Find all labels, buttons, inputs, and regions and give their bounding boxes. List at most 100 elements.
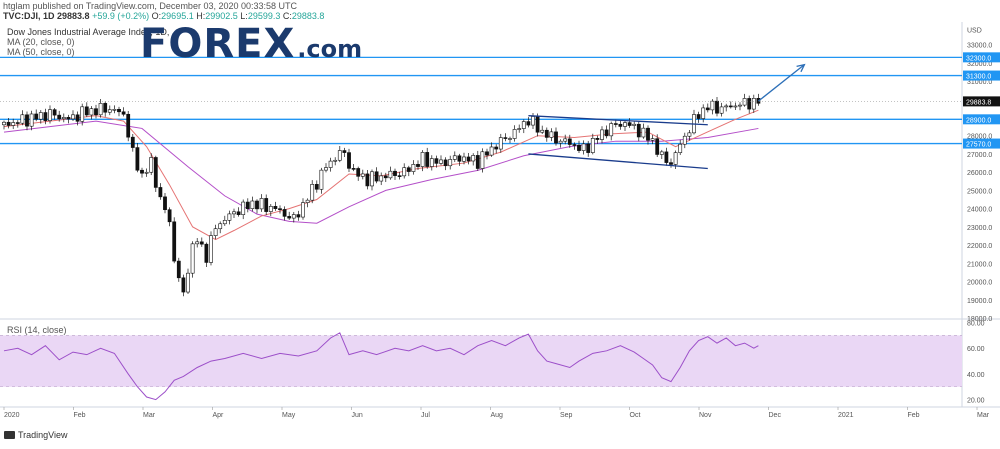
candle-body	[268, 206, 273, 212]
candle-body	[655, 138, 660, 155]
candle-body	[489, 146, 494, 156]
candle-body	[153, 157, 158, 188]
level-label: 28900.0	[966, 117, 991, 124]
candle-body	[241, 201, 246, 215]
y-tick-label: 22000.0	[967, 243, 992, 250]
candle-body	[186, 272, 190, 293]
rsi-tick-label: 20.00	[967, 398, 985, 405]
candle-body	[107, 109, 112, 113]
candle-body	[494, 146, 499, 150]
level-tag	[963, 70, 1000, 81]
candle-body	[540, 129, 545, 133]
y-tick-label: 25000.0	[967, 188, 992, 195]
publish-line: htglam published on TradingView.com, Dec…	[3, 1, 298, 11]
x-tick-label: Dec	[769, 412, 782, 419]
candle-body	[167, 209, 172, 223]
candle-body	[512, 129, 517, 139]
candle-body	[733, 105, 738, 108]
projection-arrowhead	[796, 63, 806, 73]
x-tick-label: Oct	[630, 412, 641, 419]
candle-body	[365, 173, 370, 187]
candle-body	[287, 216, 292, 219]
x-tick-label: 2020	[4, 412, 20, 419]
candle-body	[521, 121, 526, 129]
candle-body	[581, 143, 586, 151]
candle-body	[434, 158, 439, 164]
candle-body	[379, 175, 384, 182]
ma50-legend[interactable]: MA (50, close, 0)	[7, 47, 75, 57]
candle-body	[34, 113, 39, 120]
last-price-tag	[963, 96, 1000, 107]
candle-body	[448, 159, 453, 167]
candle-body	[337, 150, 342, 161]
candle-body	[48, 109, 52, 121]
candle-body	[402, 167, 407, 177]
y-tick-label: 28000.0	[967, 134, 992, 141]
index-title: Dow Jones Industrial Average Index, 1D,	[7, 27, 170, 37]
candle-body	[342, 150, 347, 153]
candle-body	[558, 140, 563, 144]
candle-body	[232, 211, 236, 215]
x-tick-label: Mar	[143, 412, 156, 419]
candle-body	[135, 147, 140, 171]
level-label: 27570.0	[966, 142, 991, 149]
candle-body	[98, 103, 103, 116]
candle-body	[213, 228, 218, 236]
y-unit-label: USD	[967, 27, 982, 34]
candle-body	[742, 98, 747, 106]
candle-body	[11, 122, 16, 126]
x-tick-label: May	[282, 412, 296, 419]
candle-body	[397, 175, 402, 177]
candle-body	[425, 152, 430, 167]
candle-body	[117, 108, 121, 113]
close-label: C:	[282, 11, 292, 21]
forex-logo: FOREX .com	[140, 21, 362, 67]
candle-body	[144, 171, 149, 174]
candle-body	[52, 109, 57, 116]
candle-body	[278, 208, 282, 210]
candle-body	[227, 213, 232, 221]
x-tick-label: Nov	[699, 412, 712, 419]
candle-body	[632, 123, 637, 126]
y-tick-label: 18000.0	[967, 316, 992, 323]
open-label: O:	[151, 11, 162, 21]
ma20-legend[interactable]: MA (20, close, 0)	[7, 37, 75, 47]
candle-body	[600, 129, 604, 140]
candle-body	[751, 98, 756, 110]
tradingview-icon	[4, 431, 15, 439]
candle-body	[738, 104, 742, 107]
candle-body	[535, 116, 540, 133]
candle-body	[130, 136, 135, 148]
rsi-legend[interactable]: RSI (14, close)	[7, 325, 67, 335]
rsi-band	[0, 335, 962, 387]
candle-body	[572, 144, 577, 146]
candle-body	[613, 123, 618, 125]
candle-body	[554, 131, 558, 144]
candle-body	[466, 156, 471, 162]
candle-body	[508, 138, 512, 140]
candle-body	[264, 198, 269, 212]
candle-body	[176, 260, 181, 279]
candle-body	[38, 112, 43, 120]
symbol-name: TVC:DJI, 1D	[3, 11, 55, 21]
x-tick-label: Feb	[908, 412, 920, 419]
candle-body	[673, 152, 678, 165]
candle-body	[333, 159, 338, 162]
candle-body	[618, 123, 623, 127]
channel-lower-line	[528, 153, 708, 170]
candle-body	[374, 171, 379, 182]
candle-body	[218, 223, 223, 230]
price-change: +59.9 (+0.2%)	[92, 11, 150, 21]
x-tick-label: Apr	[213, 412, 225, 419]
candle-body	[462, 156, 466, 162]
candle-body	[567, 138, 572, 145]
tradingview-footer[interactable]: TradingView	[4, 430, 68, 440]
y-tick-label: 31000.0	[967, 79, 992, 86]
candle-body	[595, 138, 600, 140]
candle-body	[549, 131, 554, 138]
candle-body	[609, 123, 614, 137]
candle-body	[682, 135, 687, 145]
candle-body	[383, 175, 388, 179]
candle-body	[517, 128, 522, 130]
